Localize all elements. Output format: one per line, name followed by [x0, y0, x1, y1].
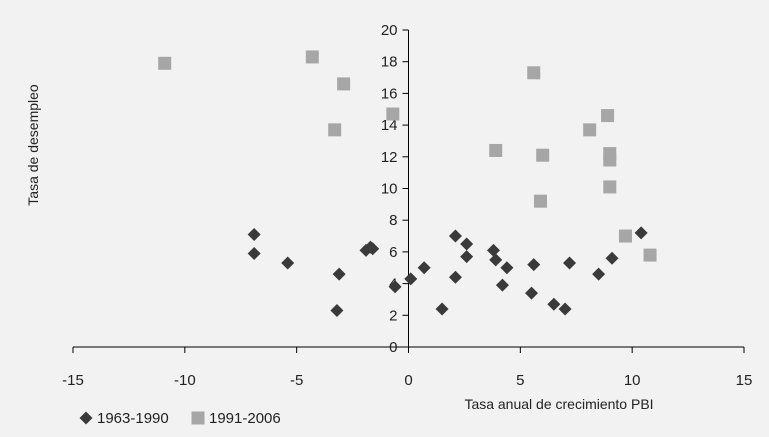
legend-label: 1991-2006 [209, 410, 281, 427]
data-point [386, 108, 399, 121]
data-point [606, 252, 619, 265]
x-tick-label: -15 [62, 372, 84, 389]
y-tick-label: 0 [389, 339, 397, 356]
data-point [328, 123, 341, 136]
data-point [563, 256, 576, 269]
data-point [436, 302, 449, 315]
data-point [527, 66, 540, 79]
legend-marker [192, 412, 205, 425]
y-axis-title: Tasa de desempleo [25, 84, 41, 206]
data-point [489, 144, 502, 157]
data-point [527, 258, 540, 271]
data-point [449, 271, 462, 284]
data-point [592, 268, 605, 281]
data-point [534, 195, 547, 208]
y-tick-label: 2 [389, 307, 397, 324]
data-point [418, 261, 431, 274]
data-point [603, 147, 616, 160]
data-point [333, 268, 346, 281]
data-point [460, 250, 473, 263]
y-tick-label: 16 [381, 85, 398, 102]
y-tick-label: 8 [389, 212, 397, 229]
y-tick-label: 10 [381, 181, 398, 198]
legend-marker [80, 412, 93, 425]
data-point [536, 149, 549, 162]
legend: 1963-1990 1991-2006 [80, 410, 281, 427]
points-layer [158, 50, 656, 317]
data-point [583, 123, 596, 136]
legend-label: 1963-1990 [97, 410, 169, 427]
data-point [496, 279, 509, 292]
data-point [248, 228, 261, 241]
data-point [487, 244, 500, 257]
data-point [635, 226, 648, 239]
data-point [330, 304, 343, 317]
x-tick-label: 15 [736, 372, 753, 389]
data-point [158, 57, 171, 70]
y-tick-label: 6 [389, 244, 397, 261]
data-point [306, 50, 319, 63]
data-point [248, 247, 261, 260]
x-axis-title: Tasa anual de crecimiento PBI [464, 396, 653, 412]
x-tick-label: -5 [290, 372, 303, 389]
data-point [489, 253, 502, 266]
ticks-layer: -15-10-505101502468101214161820 [62, 22, 752, 389]
data-point [337, 77, 350, 90]
data-point [547, 298, 560, 311]
y-tick-label: 12 [381, 149, 398, 166]
data-point [644, 249, 657, 262]
x-tick-label: 10 [624, 372, 641, 389]
x-tick-label: 0 [404, 372, 412, 389]
data-point [619, 230, 632, 243]
legend-item: 1991-2006 [192, 410, 281, 427]
x-tick-label: 5 [516, 372, 524, 389]
data-point [449, 230, 462, 243]
data-point [601, 109, 614, 122]
data-point [559, 302, 572, 315]
legend-item: 1963-1990 [80, 410, 169, 427]
y-tick-label: 18 [381, 54, 398, 71]
data-point [603, 180, 616, 193]
data-point [460, 237, 473, 250]
x-tick-label: -10 [174, 372, 196, 389]
data-point [281, 256, 294, 269]
data-point [500, 261, 513, 274]
data-point [525, 287, 538, 300]
y-tick-label: 20 [381, 22, 398, 39]
